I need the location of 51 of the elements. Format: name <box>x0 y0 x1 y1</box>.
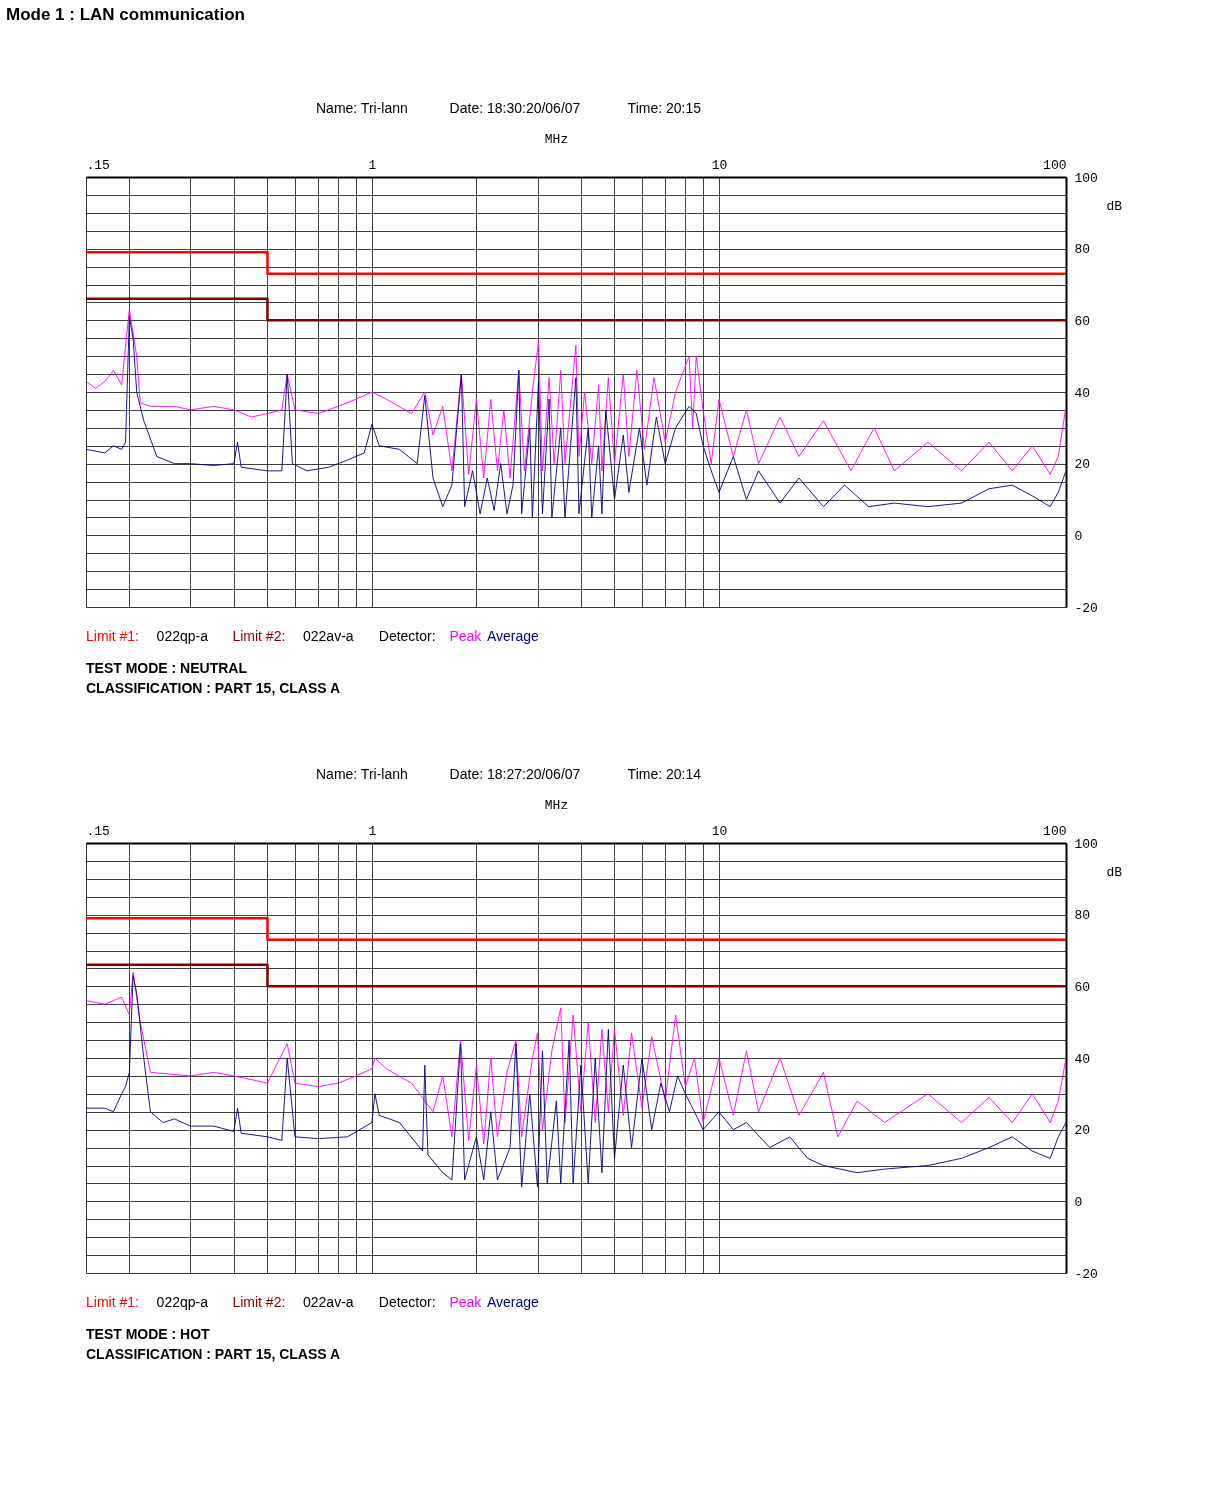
x-tick-label: 10 <box>711 823 728 839</box>
text: Name: Tri-lanh <box>316 766 408 782</box>
y-tick-label: 0 <box>1074 1194 1083 1210</box>
text: TEST MODE : HOT <box>86 1326 211 1342</box>
text: Limit #2: <box>232 628 286 644</box>
y-tick-label: 60 <box>1074 313 1091 329</box>
text: Average <box>487 1294 540 1310</box>
text: Name: Tri-lann <box>316 100 408 116</box>
y-tick-label: 80 <box>1074 242 1091 258</box>
x-tick-label: 1 <box>368 823 377 839</box>
x-tick-label: .15 <box>86 823 110 839</box>
y-tick-label: 40 <box>1074 1051 1091 1067</box>
y-tick-label: 100 <box>1074 170 1098 186</box>
y-tick-label: 100 <box>1074 836 1098 852</box>
chart-title: Mode 1 : LAN communication <box>6 5 245 24</box>
y-tick-label: -20 <box>1074 600 1098 616</box>
text: Detector: <box>378 1294 436 1310</box>
y-tick-label: 60 <box>1074 979 1091 995</box>
x-tick-label: 100 <box>1043 157 1067 173</box>
y-tick-label: 80 <box>1074 908 1091 924</box>
text: Peak <box>449 1294 483 1310</box>
y-tick-label: 0 <box>1074 528 1083 544</box>
x-axis-title: MHz <box>544 797 569 813</box>
text: 022qp-a <box>156 1294 209 1310</box>
text: Peak <box>449 628 483 644</box>
x-tick-label: .15 <box>86 157 110 173</box>
text: Limit #2: <box>232 1294 286 1310</box>
text: Date: 18:27:20/06/07 <box>449 766 581 782</box>
text: Limit #1: <box>86 1294 139 1310</box>
y-tick-label: 40 <box>1074 385 1091 401</box>
x-tick-label: 100 <box>1043 823 1067 839</box>
x-tick-label: 10 <box>711 157 728 173</box>
text: CLASSIFICATION : PART 15, CLASS A <box>86 680 341 696</box>
x-axis-title: MHz <box>544 131 569 147</box>
text: 022qp-a <box>156 628 209 644</box>
text: Time: 20:14 <box>627 766 702 782</box>
text: 022av-a <box>303 1294 354 1310</box>
x-tick-label: 1 <box>368 157 377 173</box>
text: Time: 20:15 <box>627 100 702 116</box>
text: Limit #1: <box>86 628 139 644</box>
y-tick-label: 20 <box>1074 1123 1091 1139</box>
y-axis-title: dB <box>1106 864 1123 880</box>
y-tick-label: 20 <box>1074 457 1091 473</box>
y-tick-label: -20 <box>1074 1266 1098 1282</box>
text: Average <box>487 628 540 644</box>
text: 022av-a <box>303 628 354 644</box>
text: TEST MODE : NEUTRAL <box>86 660 248 676</box>
text: Detector: <box>378 628 436 644</box>
y-axis-title: dB <box>1106 198 1123 214</box>
text: CLASSIFICATION : PART 15, CLASS A <box>86 1346 341 1362</box>
text: Date: 18:30:20/06/07 <box>449 100 581 116</box>
